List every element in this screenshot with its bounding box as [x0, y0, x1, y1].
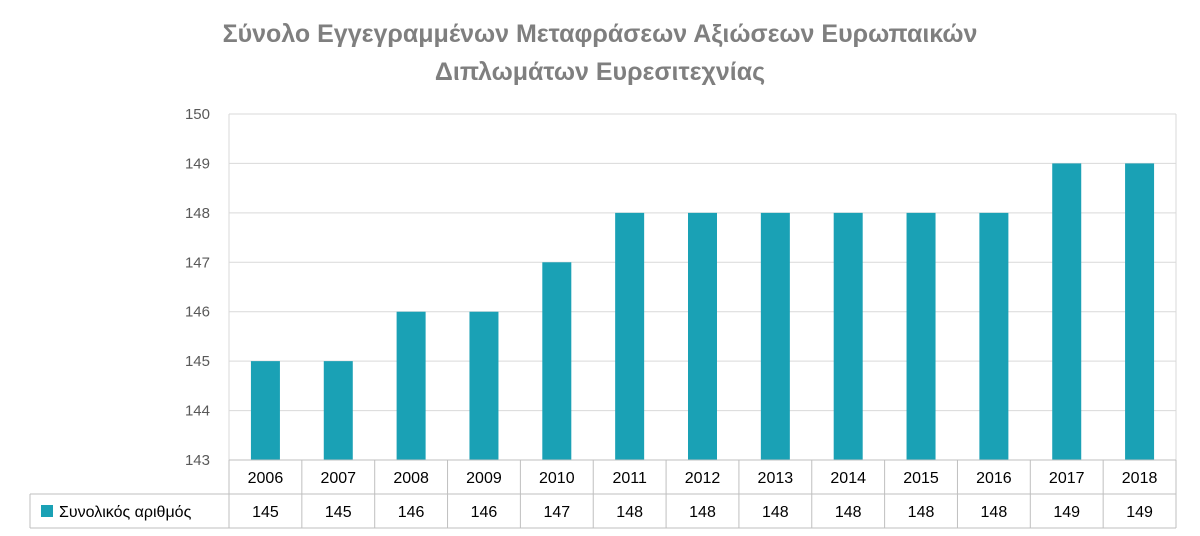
bar-series [250, 163, 1155, 460]
bar-2011 [615, 212, 645, 460]
bar-2017 [1052, 163, 1082, 460]
x-category-label: 2017 [1049, 470, 1085, 487]
data-label: 148 [835, 504, 862, 521]
data-label: 148 [981, 504, 1008, 521]
legend-swatch [41, 505, 53, 517]
bar-2009 [469, 311, 499, 460]
bar-2008 [396, 311, 426, 460]
y-tick-label: 145 [185, 353, 210, 370]
y-tick-label: 144 [185, 403, 210, 420]
x-category-label: 2007 [320, 470, 356, 487]
x-category-label: 2010 [539, 470, 575, 487]
legend-series-label: Συνολικός αριθμός [59, 504, 192, 521]
y-tick-label: 148 [185, 205, 210, 222]
y-axis-ticks: 143 144 145 146 147 148 149 150 [185, 106, 210, 469]
bar-2015 [906, 212, 936, 460]
data-table: 2006 145 2007 145 2008 146 2009 146 2010 147 2011 1… [29, 459, 1177, 529]
x-category-label: 2011 [612, 470, 647, 487]
data-label: 148 [689, 504, 716, 521]
y-tick-label: 150 [185, 106, 210, 123]
bar-2018 [1125, 163, 1155, 460]
x-category-label: 2012 [685, 470, 721, 487]
data-label: 146 [471, 504, 498, 521]
data-label: 146 [398, 504, 425, 521]
bar-2007 [323, 361, 353, 460]
y-tick-label: 149 [185, 155, 210, 172]
bar-2010 [542, 262, 572, 460]
x-category-label: 2015 [903, 470, 939, 487]
bar-2014 [833, 212, 863, 460]
bar-2012 [688, 212, 717, 460]
bar-2016 [979, 212, 1009, 460]
chart-title: Σύνολο Εγγεγραμμένων Μεταφράσεων Αξιώσεω… [223, 20, 978, 86]
x-category-label: 2018 [1122, 470, 1158, 487]
x-category-label: 2016 [976, 470, 1012, 487]
y-tick-label: 147 [185, 254, 210, 271]
data-label: 148 [908, 504, 935, 521]
y-tick-label: 143 [185, 452, 210, 469]
x-category-label: 2013 [758, 470, 794, 487]
x-category-label: 2014 [830, 470, 866, 487]
data-label: 148 [616, 504, 643, 521]
data-label: 147 [543, 504, 570, 521]
y-tick-label: 146 [185, 304, 210, 321]
x-category-label: 2008 [393, 470, 429, 487]
x-category-label: 2006 [248, 470, 284, 487]
data-label: 145 [252, 504, 279, 521]
bar-2013 [760, 212, 790, 460]
chart-title-line-2: Διπλωμάτων Ευρεσιτεχνίας [435, 58, 765, 86]
data-label: 145 [325, 504, 352, 521]
x-category-label: 2009 [466, 470, 502, 487]
chart-title-line-1: Σύνολο Εγγεγραμμένων Μεταφράσεων Αξιώσεω… [223, 20, 978, 48]
data-label: 149 [1053, 504, 1080, 521]
bar-2006 [250, 361, 280, 460]
data-label: 149 [1126, 504, 1153, 521]
data-label: 148 [762, 504, 789, 521]
